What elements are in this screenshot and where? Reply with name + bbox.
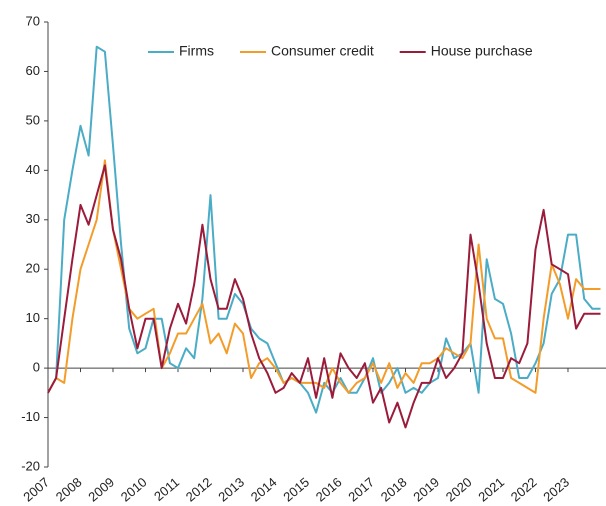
x-tick-label: 2007 (20, 474, 52, 504)
series-line (47, 164, 601, 429)
x-tick-label: 2017 (345, 474, 377, 504)
y-tick-label: 0 (33, 360, 40, 375)
x-tick-label: 2011 (151, 474, 182, 503)
x-tick-label: 2018 (378, 474, 410, 504)
y-tick-label: 20 (26, 261, 40, 276)
y-tick-label: 10 (26, 310, 40, 325)
y-tick-label: 30 (26, 211, 40, 226)
x-tick-label: 2023 (540, 474, 572, 504)
x-tick-label: 2014 (248, 474, 280, 504)
x-tick-label: 2008 (53, 474, 85, 504)
x-tick-label: 2015 (280, 474, 312, 504)
legend-label: House purchase (431, 43, 533, 59)
x-tick-label: 2016 (313, 474, 345, 504)
y-tick-label: 70 (26, 13, 40, 28)
x-tick-label: 2019 (410, 474, 442, 504)
x-tick-label: 2022 (508, 474, 540, 504)
legend-label: Consumer credit (271, 43, 374, 59)
y-tick-label: -10 (21, 409, 40, 424)
x-tick-label: 2021 (475, 474, 507, 504)
x-tick-label: 2020 (443, 474, 475, 504)
x-tick-label: 2009 (85, 474, 117, 504)
legend-label: Firms (179, 43, 214, 59)
series-line (47, 45, 601, 414)
y-tick-label: 60 (26, 63, 40, 78)
y-tick-label: 50 (26, 112, 40, 127)
x-tick-label: 2012 (183, 474, 215, 504)
y-tick-label: -20 (21, 458, 40, 473)
x-tick-label: 2013 (215, 474, 247, 504)
y-tick-label: 40 (26, 162, 40, 177)
x-tick-label: 2010 (118, 474, 150, 504)
